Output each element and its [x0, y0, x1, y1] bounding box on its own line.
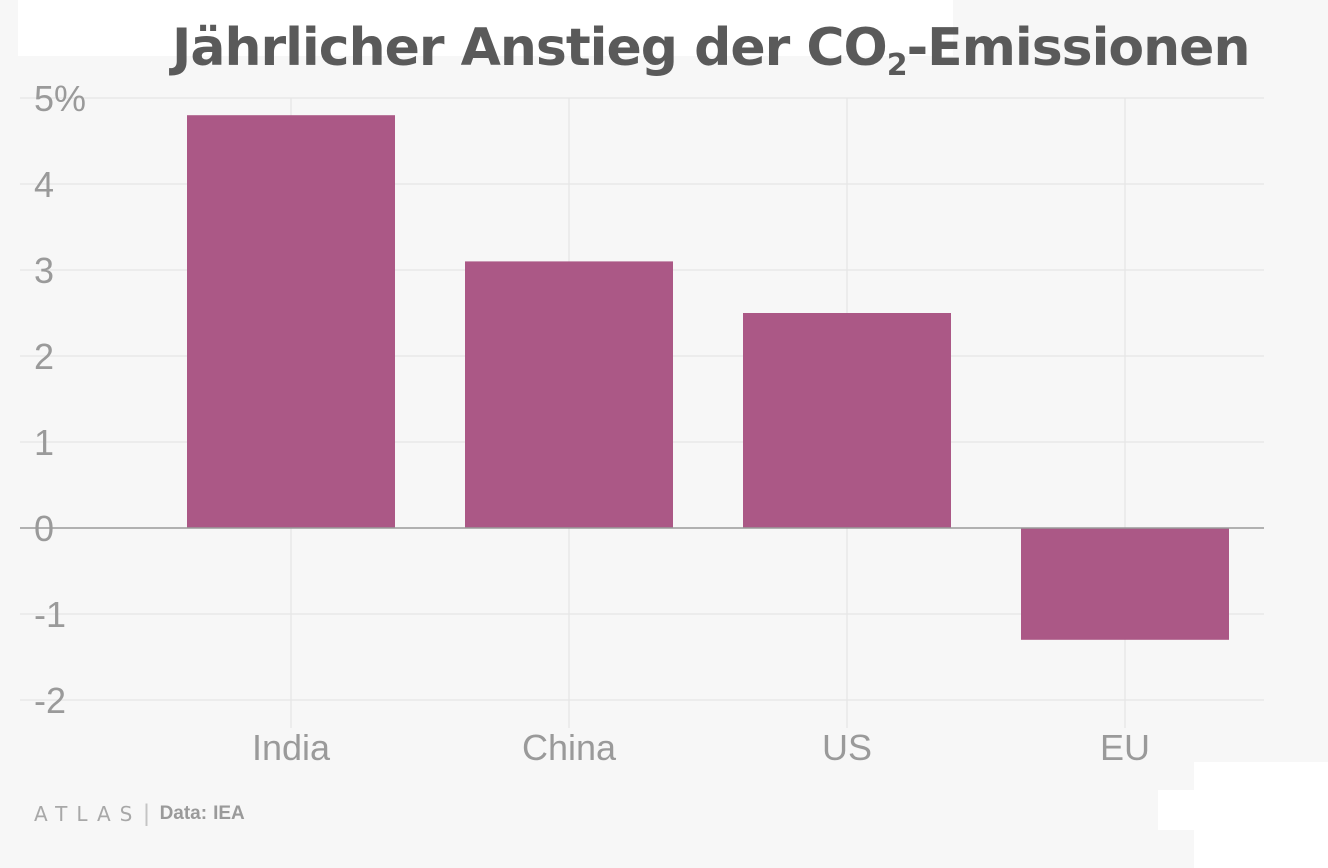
bar-india — [187, 115, 395, 528]
corner-patch-bottom — [1158, 790, 1198, 830]
y-tick-label: 2 — [34, 336, 54, 377]
y-tick-label: 3 — [34, 250, 54, 291]
title-prefix: Jährlicher Anstieg der CO — [172, 18, 888, 78]
y-tick-label: 0 — [34, 508, 54, 549]
y-tick-label: 1 — [34, 422, 54, 463]
atlas-logo: ATLAS — [34, 802, 142, 826]
x-tick-labels: India China US EU — [252, 727, 1150, 768]
y-tick-label: 5% — [34, 78, 86, 119]
y-tick-labels: 5% 4 3 2 1 0 -1 -2 — [34, 78, 86, 721]
x-tick-label: China — [522, 727, 617, 768]
footer: ATLAS | Data: IEA — [34, 800, 245, 828]
bar-us — [743, 313, 951, 528]
y-tick-label: 4 — [34, 164, 54, 205]
footer-separator: | — [143, 800, 150, 827]
x-tick-label: EU — [1100, 727, 1150, 768]
title-subscript: 2 — [886, 48, 908, 83]
corner-patch-top — [1194, 762, 1328, 868]
bar-eu — [1021, 528, 1229, 640]
chart-title: Jährlicher Anstieg der CO2-Emissionen — [0, 18, 1328, 83]
bars-layer — [187, 115, 1229, 640]
x-tick-label: US — [822, 727, 872, 768]
source-label: Data: — [159, 803, 208, 824]
y-tick-label: -1 — [34, 594, 66, 635]
bar-china — [465, 261, 673, 528]
title-background-patch — [18, 0, 953, 56]
x-tick-label: India — [252, 727, 331, 768]
y-tick-label: -2 — [34, 680, 66, 721]
source-name: IEA — [213, 803, 245, 824]
title-suffix: -Emissionen — [906, 18, 1251, 78]
